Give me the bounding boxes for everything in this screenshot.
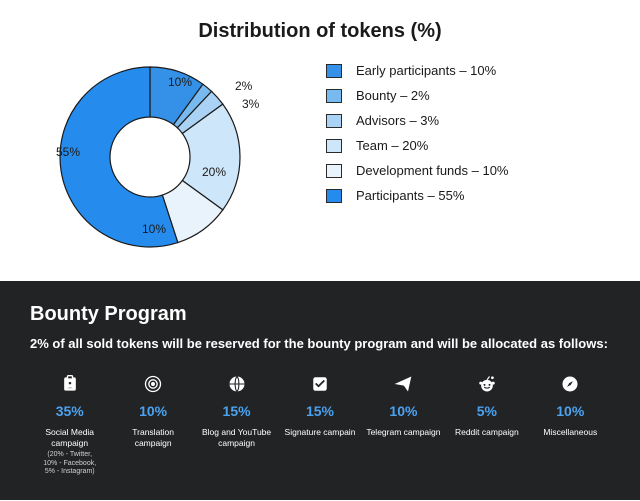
bounty-sublabel: (20% - Twitter, 10% - Facebook, 5% - Ins… xyxy=(30,451,109,476)
legend-item: Advisors – 3% xyxy=(326,113,508,128)
legend-label: Advisors – 3% xyxy=(356,113,439,128)
legend-swatch xyxy=(326,64,342,78)
bounty-percent: 10% xyxy=(364,403,443,419)
donut-chart: 10% 2% 3% 20% 10% 55% xyxy=(30,57,290,257)
bounty-label: Social Media campaign xyxy=(30,427,109,448)
bounty-item: 10% Telegram campaign xyxy=(364,373,443,476)
chart-legend: Early participants – 10% Bounty – 2% Advis… xyxy=(326,57,508,213)
bounty-label: Translation campaign xyxy=(113,427,192,448)
slice-label: 20% xyxy=(202,165,226,179)
slice-label: 55% xyxy=(56,145,80,159)
bounty-title: Bounty Program xyxy=(30,303,610,326)
globe-icon xyxy=(197,373,276,395)
legend-label: Early participants – 10% xyxy=(356,63,496,78)
badge-icon xyxy=(30,373,109,395)
legend-label: Development funds – 10% xyxy=(356,163,508,178)
legend-label: Bounty – 2% xyxy=(356,88,430,103)
legend-label: Participants – 55% xyxy=(356,188,464,203)
check-icon xyxy=(280,373,359,395)
reddit-icon xyxy=(447,373,526,395)
chart-title: Distribution of tokens (%) xyxy=(30,20,610,43)
token-distribution-section: Distribution of tokens (%) 10%2%3%20%10%… xyxy=(0,0,640,281)
chart-row: 10% 2% 3% 20% 10% 55% Early participants – 10… xyxy=(30,57,610,257)
bounty-item: 35% Social Media campaign (20% - Twitter, … xyxy=(30,373,109,476)
legend-item: Team – 20% xyxy=(326,138,508,153)
legend-item: Bounty – 2% xyxy=(326,88,508,103)
legend-label: Team – 20% xyxy=(356,138,428,153)
bounty-percent: 10% xyxy=(113,403,192,419)
bounty-item: 15% Signature campain xyxy=(280,373,359,476)
bounty-percent: 15% xyxy=(280,403,359,419)
compass-icon xyxy=(531,373,610,395)
legend-item: Early participants – 10% xyxy=(326,63,508,78)
legend-item: Participants – 55% xyxy=(326,188,508,203)
target-icon xyxy=(113,373,192,395)
bounty-grid: 35% Social Media campaign (20% - Twitter, … xyxy=(30,373,610,476)
slice-label: 2% xyxy=(235,79,252,93)
bounty-item: 5% Reddit campaign xyxy=(447,373,526,476)
bounty-percent: 35% xyxy=(30,403,109,419)
bounty-subtitle: 2% of all sold tokens will be reserved f… xyxy=(30,336,610,351)
bounty-label: Blog and YouTube campaign xyxy=(197,427,276,448)
legend-item: Development funds – 10% xyxy=(326,163,508,178)
bounty-percent: 15% xyxy=(197,403,276,419)
legend-swatch xyxy=(326,164,342,178)
legend-swatch xyxy=(326,114,342,128)
slice-label: 10% xyxy=(168,75,192,89)
bounty-percent: 5% xyxy=(447,403,526,419)
slice-label: 3% xyxy=(242,97,259,111)
legend-swatch xyxy=(326,89,342,103)
legend-swatch xyxy=(326,139,342,153)
bounty-item: 10% Translation campaign xyxy=(113,373,192,476)
bounty-section: Bounty Program 2% of all sold tokens wil… xyxy=(0,281,640,500)
bounty-label: Signature campain xyxy=(280,427,359,438)
bounty-percent: 10% xyxy=(531,403,610,419)
bounty-label: Miscellaneous xyxy=(531,427,610,438)
bounty-label: Reddit campaign xyxy=(447,427,526,438)
slice-label: 10% xyxy=(142,222,166,236)
bounty-item: 10% Miscellaneous xyxy=(531,373,610,476)
bounty-label: Telegram campaign xyxy=(364,427,443,438)
bounty-item: 15% Blog and YouTube campaign xyxy=(197,373,276,476)
legend-swatch xyxy=(326,189,342,203)
send-icon xyxy=(364,373,443,395)
